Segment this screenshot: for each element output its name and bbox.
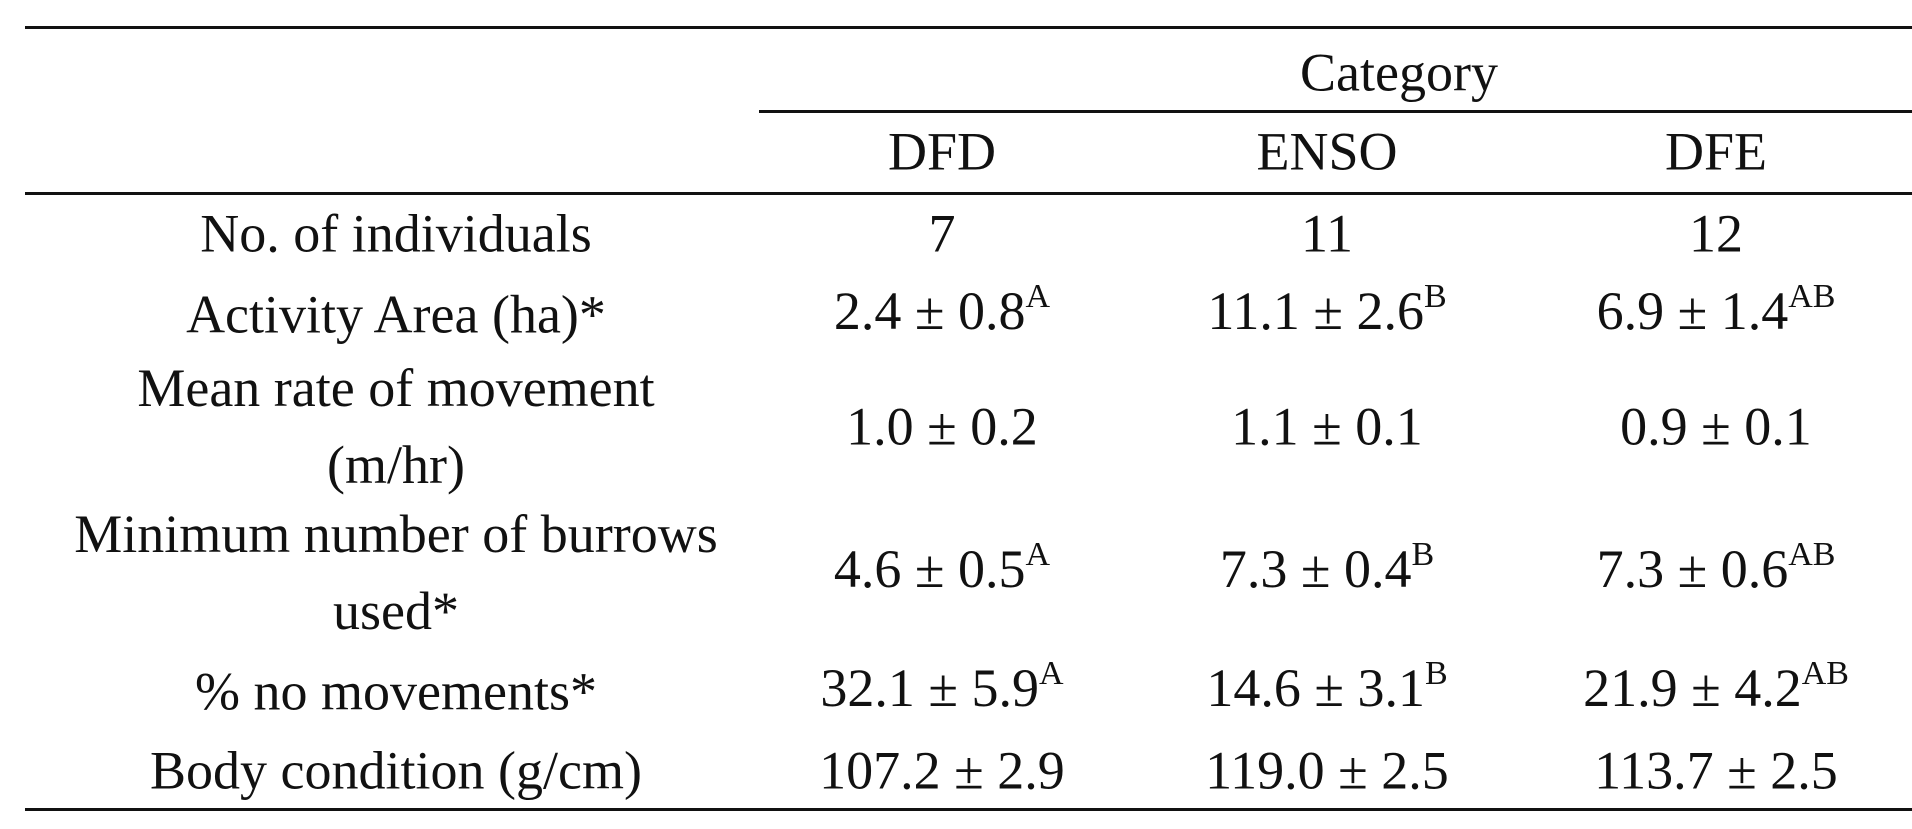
cell: 119.0 ± 2.5 xyxy=(1137,733,1517,810)
row-label: Activity Area (ha)* xyxy=(186,284,606,345)
cell-value: 107.2 ± 2.9 xyxy=(819,740,1065,801)
cell-superscript: B xyxy=(1411,536,1435,573)
cell-superscript: B xyxy=(1424,655,1448,692)
cell: 0.9 ± 0.1 xyxy=(1526,389,1906,466)
cell: 32.1 ± 5.9A xyxy=(752,650,1132,734)
cell-superscript: B xyxy=(1423,278,1447,315)
column-header: DFD xyxy=(887,121,997,182)
cell-superscript: AB xyxy=(1788,278,1836,315)
cell: 14.6 ± 3.1B xyxy=(1137,650,1517,734)
cell-superscript: A xyxy=(1025,536,1051,573)
cell: 7.3 ± 0.6AB xyxy=(1526,531,1906,615)
cell-value: 2.4 ± 0.8 xyxy=(833,281,1026,341)
cell-superscript: A xyxy=(1025,278,1051,315)
cell-value: 1.0 ± 0.2 xyxy=(846,396,1038,457)
cell-superscript: AB xyxy=(1801,655,1849,692)
cell: 6.9 ± 1.4AB xyxy=(1526,273,1906,357)
cell-value: 6.9 ± 1.4 xyxy=(1596,281,1789,341)
cell-value: 7 xyxy=(928,203,956,264)
cell: 7.3 ± 0.4B xyxy=(1137,531,1517,615)
cell-value: 11 xyxy=(1301,203,1353,264)
cell-superscript: A xyxy=(1039,655,1064,692)
bottom-rule xyxy=(25,808,1912,811)
cell-superscript: AB xyxy=(1788,536,1836,573)
cell: 12 xyxy=(1526,196,1906,273)
row-label: % no movements* xyxy=(195,661,597,722)
cell-value: 0.9 ± 0.1 xyxy=(1620,396,1812,457)
header-rule xyxy=(25,192,1912,195)
cell-value: 21.9 ± 4.2 xyxy=(1583,658,1802,718)
top-rule xyxy=(25,26,1912,29)
cell: 1.0 ± 0.2 xyxy=(752,389,1132,466)
cell-value: 119.0 ± 2.5 xyxy=(1205,740,1449,801)
cell-value: 14.6 ± 3.1 xyxy=(1206,658,1425,718)
cell: 1.1 ± 0.1 xyxy=(1137,389,1517,466)
cell: 7 xyxy=(752,196,1132,273)
group-rule xyxy=(759,110,1912,113)
cell-value: 7.3 ± 0.6 xyxy=(1596,539,1789,599)
cell: 4.6 ± 0.5A xyxy=(752,531,1132,615)
cell: 113.7 ± 2.5 xyxy=(1526,733,1906,810)
cell-value: 11.1 ± 2.6 xyxy=(1207,281,1424,341)
cell-value: 4.6 ± 0.5 xyxy=(833,539,1026,599)
row-label: Minimum number of burrows used* xyxy=(74,504,718,641)
column-header: DFE xyxy=(1664,121,1767,182)
cell: 2.4 ± 0.8A xyxy=(752,273,1132,357)
row-label: Body condition (g/cm) xyxy=(150,740,642,801)
row-label: No. of individuals xyxy=(200,203,592,264)
cell-value: 12 xyxy=(1689,203,1743,264)
cell: 21.9 ± 4.2AB xyxy=(1526,650,1906,734)
row-label: Mean rate of movement (m/hr) xyxy=(137,358,655,495)
cell-value: 7.3 ± 0.4 xyxy=(1219,539,1412,599)
cell-value: 32.1 ± 5.9 xyxy=(820,658,1040,718)
column-header: ENSO xyxy=(1256,121,1398,182)
cell: 107.2 ± 2.9 xyxy=(752,733,1132,810)
cell: 11.1 ± 2.6B xyxy=(1137,273,1517,357)
cell-value: 1.1 ± 0.1 xyxy=(1231,396,1423,457)
cell: 11 xyxy=(1137,196,1517,273)
cell-value: 113.7 ± 2.5 xyxy=(1594,740,1838,801)
group-header: Category xyxy=(1300,42,1498,103)
